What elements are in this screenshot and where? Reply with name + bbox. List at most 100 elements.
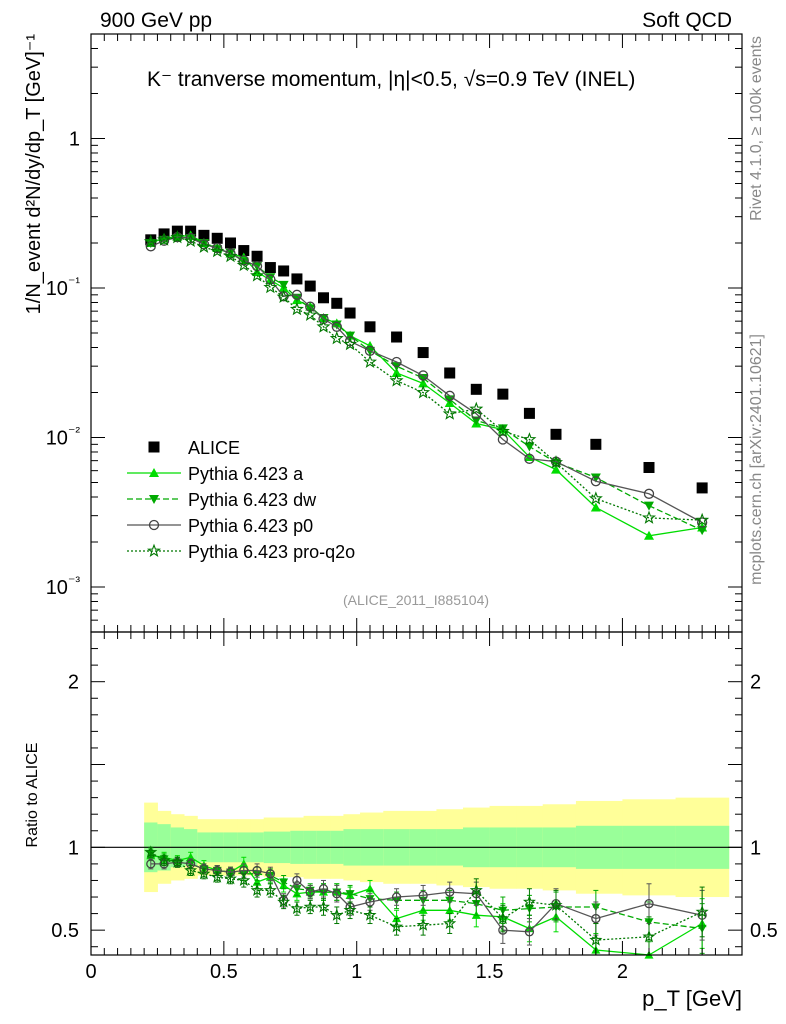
ratio-panel — [91, 797, 742, 898]
pythia-proq2o-point — [522, 432, 537, 446]
pythia-p0-point — [643, 488, 655, 499]
alice-point — [238, 245, 250, 257]
pythia-dw-point — [644, 501, 654, 511]
pythia-p0-point — [185, 232, 196, 244]
pythia-proq2o-point — [197, 866, 211, 880]
main-axes: 1 10⁻¹ 10⁻² 10⁻³ — [46, 33, 743, 633]
ratio-tick-label-right: 2 — [750, 672, 761, 694]
analysis-id: (ALICE_2011_I885104) — [343, 592, 489, 608]
pythia-proq2o-point — [223, 871, 238, 885]
pythia-proq2o-point — [143, 234, 158, 248]
pythia-p0-point — [497, 434, 509, 445]
pythia-p0-point — [305, 887, 315, 897]
ratio-tick-label-right: 1 — [750, 837, 761, 859]
ratio-tick-label-left: 1 — [68, 837, 79, 859]
alice-point — [264, 262, 276, 274]
pythia-proq2o-point — [210, 243, 225, 258]
pythia-proq2o-point — [343, 336, 358, 351]
pythia-p0-point — [305, 301, 316, 312]
pythia-p0-point — [590, 476, 602, 487]
ratio-axes: 0 0.5 1 1.5 2 0.5 0.5 1 1 2 2 — [51, 631, 778, 983]
pythia-proq2o-point — [316, 900, 331, 913]
legend-label: Pythia 6.423 dw — [188, 490, 317, 510]
alice-point — [391, 331, 403, 343]
pythia-dw-point — [198, 238, 209, 248]
pythia-p0-point — [524, 927, 535, 937]
pythia-p0-point — [644, 899, 654, 909]
header-left: 900 GeV pp — [100, 9, 212, 32]
pythia-a-point — [391, 368, 402, 378]
pythia-proq2o-point — [196, 239, 211, 253]
pythia-proq2o-point — [263, 279, 278, 294]
pythia-proq2o-point — [390, 919, 404, 933]
pythia-proq2o-point — [290, 901, 304, 915]
pythia-proq2o-point — [442, 406, 457, 420]
pythia-p0-point — [318, 313, 329, 325]
alice-point — [590, 438, 602, 450]
pythia-proq2o-point — [416, 385, 431, 399]
ratio-frame — [90, 631, 743, 956]
pythia-dw-point — [524, 442, 535, 452]
ratio-tick-label-left: 0.5 — [51, 920, 79, 942]
pythia-dw-point — [345, 890, 355, 899]
pythia-proq2o-point — [170, 230, 185, 244]
pythia-p0-point — [344, 336, 356, 347]
pythia-p0-point — [145, 241, 156, 252]
header-right: Soft QCD — [642, 9, 732, 32]
pythia-proq2o-point — [184, 863, 198, 877]
pythia-proq2o-point — [277, 895, 291, 908]
pythia-dw-point — [471, 416, 482, 426]
pythia-p0-point — [332, 889, 342, 899]
ratio-series — [144, 845, 709, 959]
pythia-a-point — [551, 464, 561, 474]
alice-point — [470, 383, 482, 395]
legend: ALICE Pythia 6.423 a Pythia 6.423 dw Pythia… — [127, 438, 355, 562]
pythia-proq2o-point — [210, 870, 224, 883]
pythia-p0-point — [265, 869, 276, 879]
pythia-p0-point — [291, 289, 303, 300]
pythia-proq2o-point — [363, 908, 377, 921]
pythia-dw-point — [497, 424, 508, 434]
pythia-proq2o-point — [250, 883, 264, 896]
series-line-main — [150, 236, 703, 521]
alice-point — [278, 265, 290, 277]
legend-label: Pythia 6.423 a — [188, 464, 304, 484]
pythia-proq2o-point — [495, 423, 510, 438]
pythia-dw-point — [291, 293, 302, 303]
alice-point — [364, 321, 376, 333]
pythia-proq2o-point — [416, 918, 430, 931]
alice-point — [417, 347, 429, 359]
pythia-p0-point — [146, 859, 156, 869]
pythia-proq2o-point — [316, 319, 331, 333]
pythia-proq2o-point — [548, 455, 564, 469]
alice-point — [318, 292, 329, 304]
pythia-proq2o-point — [695, 905, 709, 918]
pythia-proq2o-point — [329, 331, 344, 345]
alice-point — [225, 237, 236, 249]
x-tick-label: 2 — [617, 961, 628, 983]
chart-title: K⁻ tranverse momentum, |η|<0.5, √s=0.9 T… — [147, 68, 635, 91]
alice-point — [497, 388, 509, 400]
pythia-a-point — [149, 468, 159, 477]
pythia-dw-point — [418, 374, 429, 384]
pythia-p0-point — [471, 408, 482, 419]
pythia-p0-point — [524, 453, 535, 464]
pythia-p0-point — [148, 519, 160, 531]
pythia-p0-point — [391, 892, 402, 902]
legend-label: ALICE — [188, 438, 240, 458]
pythia-a-point — [644, 530, 654, 540]
pythia-proq2o-point — [157, 232, 172, 246]
mcplots-label: mcplots.cern.ch [arXiv:2401.10621] — [748, 334, 765, 585]
alice-point — [251, 250, 263, 262]
pythia-dw-point — [238, 257, 249, 267]
pythia-p0-point — [265, 274, 276, 285]
pythia-proq2o-point — [588, 491, 603, 505]
x-axis-label: p_T [GeV] — [642, 986, 742, 1011]
pythia-proq2o-point — [469, 883, 483, 896]
alice-point — [148, 441, 160, 453]
pythia-dw-point — [172, 233, 183, 243]
x-tick-label: 0.5 — [210, 961, 238, 983]
pythia-proq2o-point — [144, 845, 158, 858]
pythia-proq2o-point — [250, 268, 265, 282]
